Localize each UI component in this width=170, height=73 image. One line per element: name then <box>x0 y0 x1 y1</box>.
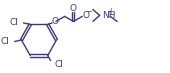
Text: +: + <box>108 7 114 16</box>
Text: Cl: Cl <box>1 38 10 47</box>
Text: Cl: Cl <box>10 18 19 27</box>
Text: NH: NH <box>103 11 116 20</box>
Text: O: O <box>70 4 77 13</box>
Text: O: O <box>82 11 89 20</box>
Text: −: − <box>86 9 92 15</box>
Text: O: O <box>51 17 58 26</box>
Text: Cl: Cl <box>55 60 63 69</box>
